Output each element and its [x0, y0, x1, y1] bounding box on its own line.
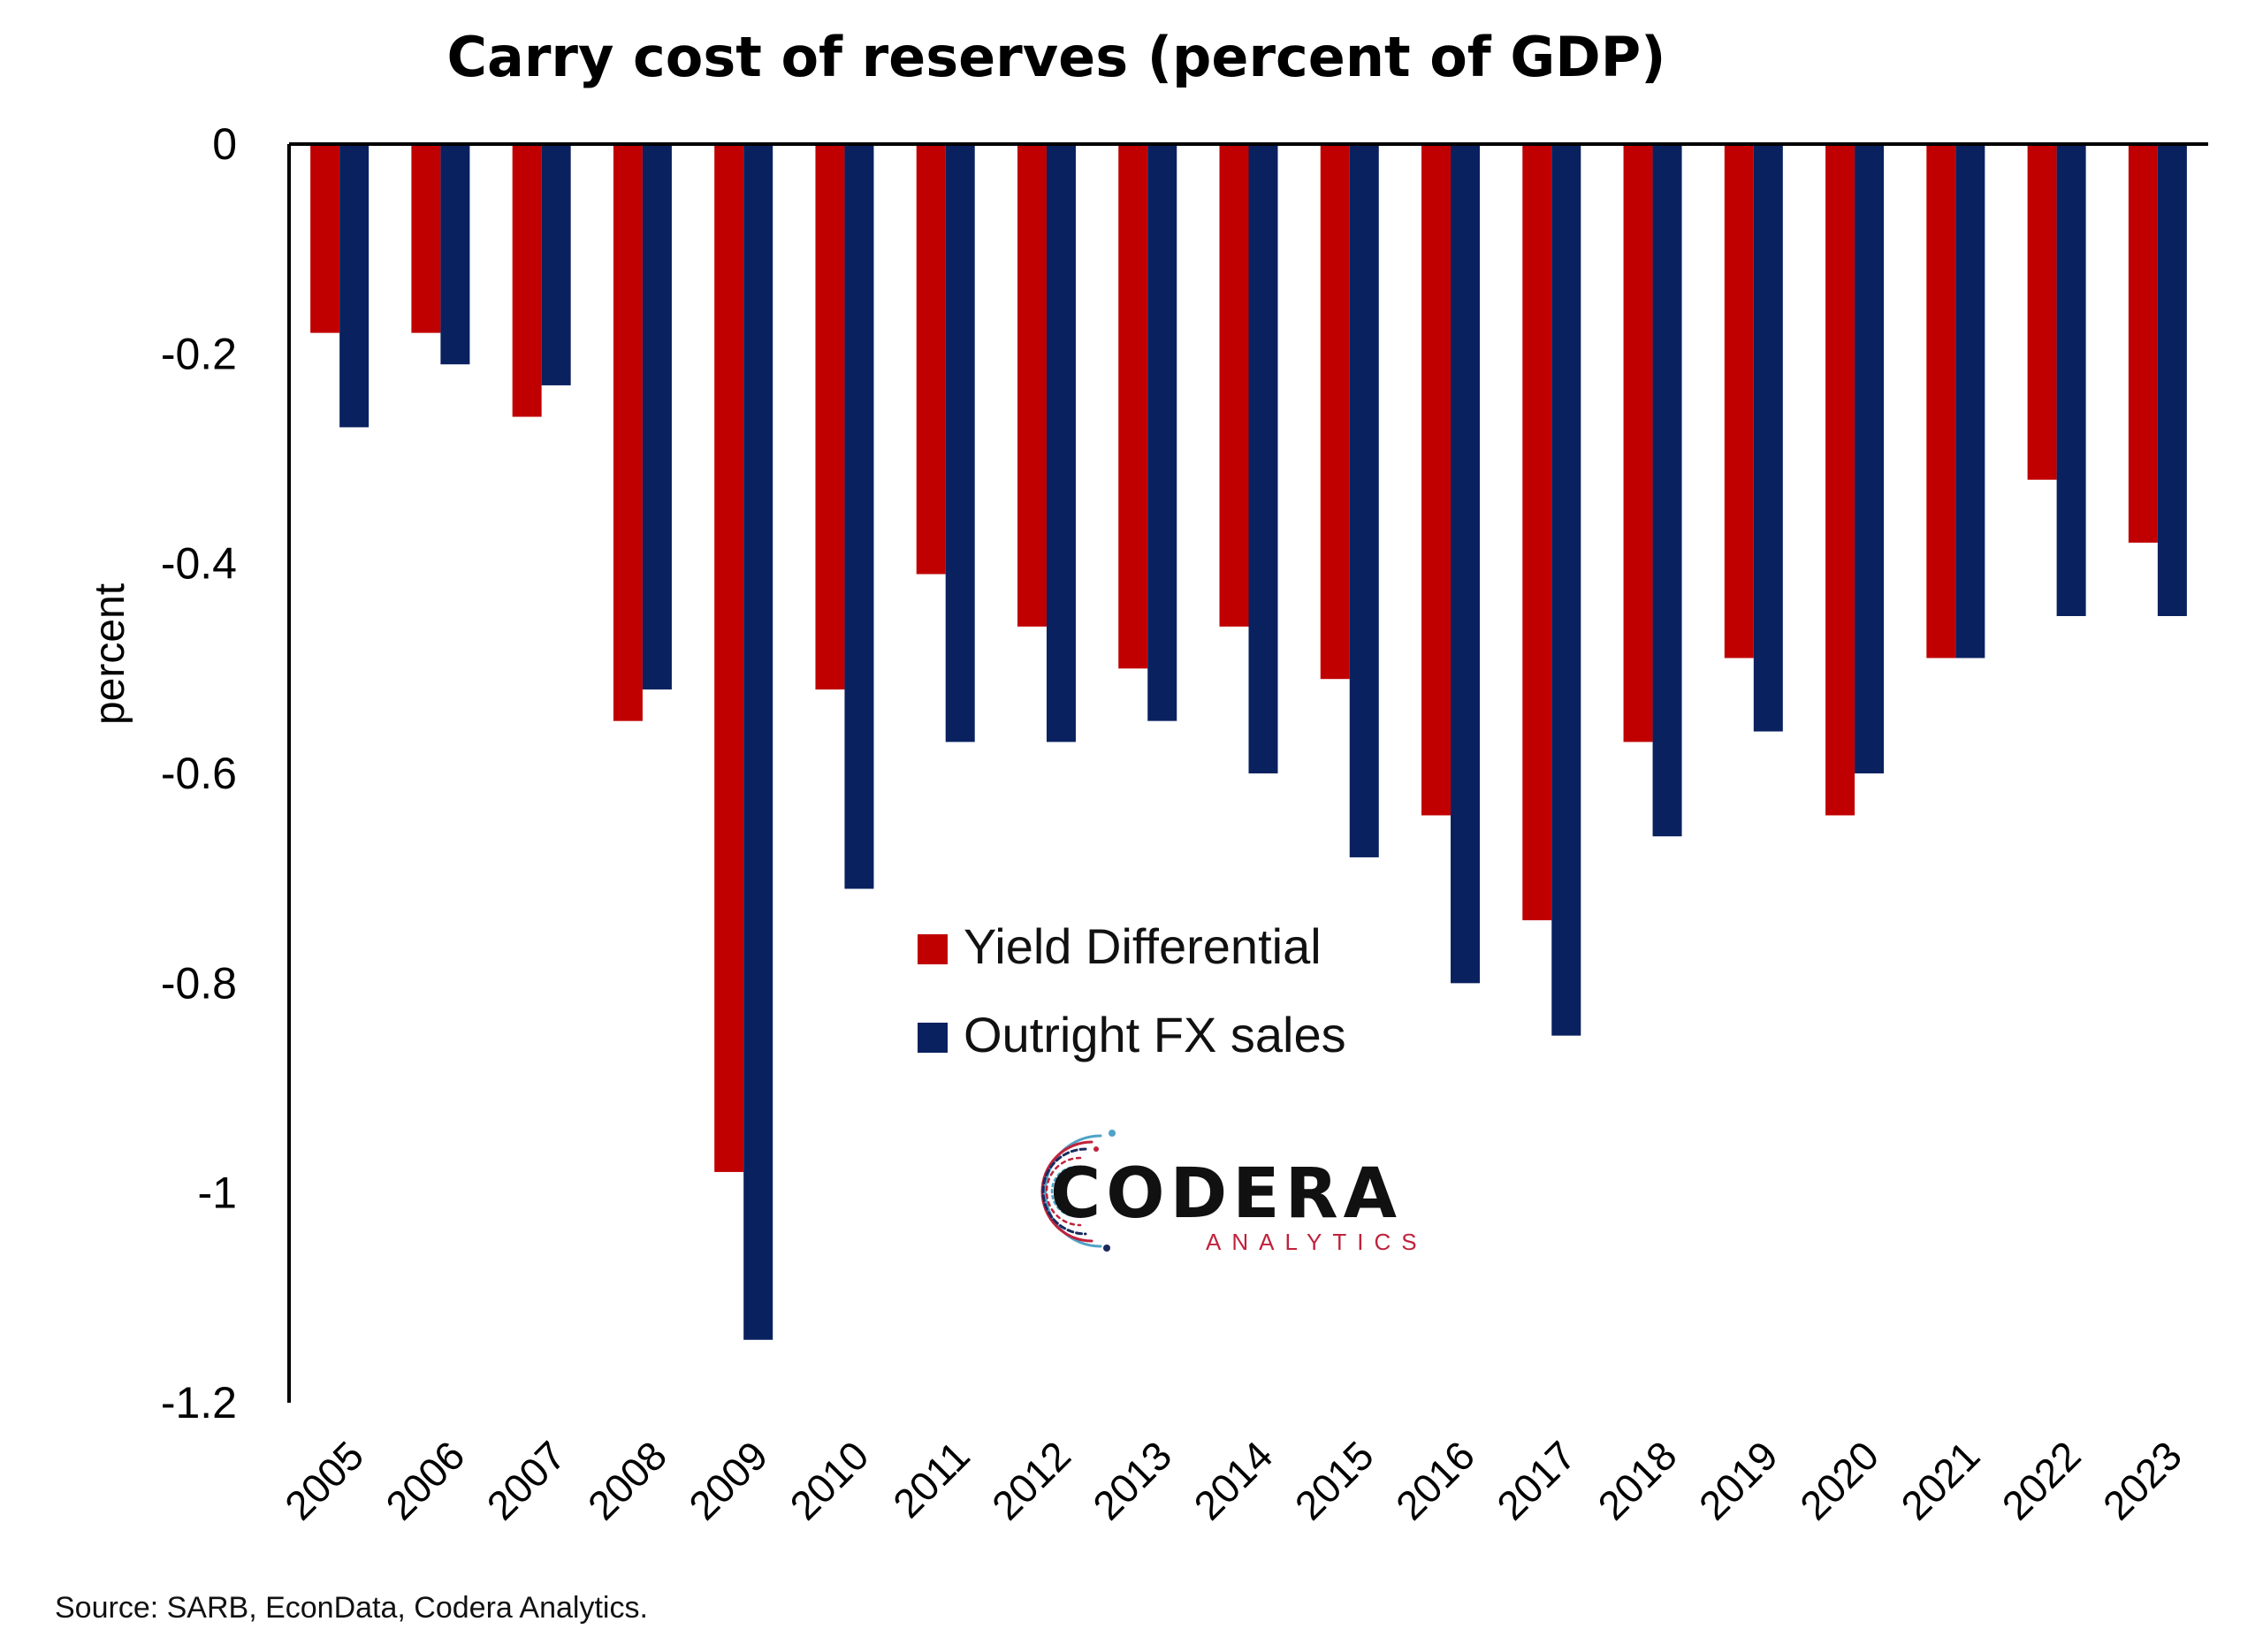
x-tick-label: 2014	[1185, 1432, 1281, 1528]
x-tick-label: 2015	[1286, 1432, 1383, 1528]
x-tick-label: 2021	[1892, 1432, 1988, 1528]
bar-yield-differential-2021	[1926, 144, 1956, 659]
bar-outright-fx-sales-2011	[945, 144, 975, 742]
y-tick-label: -0.2	[161, 329, 237, 378]
x-tick-label: 2013	[1084, 1432, 1180, 1528]
bar-outright-fx-sales-2005	[339, 144, 370, 428]
bar-yield-differential-2014	[1219, 144, 1249, 627]
source-note: Source: SARB, EconData, Codera Analytics…	[55, 1591, 648, 1625]
bar-yield-differential-2019	[1724, 144, 1754, 659]
bar-outright-fx-sales-2016	[1451, 144, 1481, 984]
bar-yield-differential-2009	[714, 144, 744, 1172]
x-tick-label: 2012	[983, 1432, 1079, 1528]
bar-outright-fx-sales-2021	[1955, 144, 1985, 659]
bar-yield-differential-2017	[1522, 144, 1552, 921]
x-tick-label: 2005	[276, 1432, 372, 1528]
bar-yield-differential-2018	[1623, 144, 1653, 742]
legend-label-outright-fx-sales: Outright FX sales	[964, 1007, 1346, 1062]
x-tick-label: 2006	[377, 1432, 473, 1528]
bar-outright-fx-sales-2022	[2056, 144, 2086, 616]
bar-outright-fx-sales-2009	[743, 144, 773, 1340]
logo-wordmark: CODERA	[1050, 1154, 1402, 1234]
y-ticks: 0 -0.2 -0.4 -0.6 -0.8 -1 -1.2	[161, 119, 237, 1427]
x-tick-label: 2017	[1488, 1432, 1584, 1528]
bar-outright-fx-sales-2015	[1349, 144, 1379, 857]
bar-yield-differential-2022	[2027, 144, 2057, 480]
bar-outright-fx-sales-2019	[1753, 144, 1783, 732]
x-ticks: 2005 2006 2007 2008 2009 2010 2011 2012 2013 2014…	[276, 1432, 2191, 1528]
bar-yield-differential-2012	[1017, 144, 1047, 627]
bar-outright-fx-sales-2018	[1652, 144, 1682, 837]
bar-yield-differential-2011	[916, 144, 946, 575]
y-axis-label: percent	[87, 583, 133, 725]
bar-outright-fx-sales-2014	[1248, 144, 1278, 773]
logo-swirl-icon	[1040, 1130, 1116, 1252]
bar-outright-fx-sales-2017	[1551, 144, 1581, 1036]
bar-outright-fx-sales-2007	[541, 144, 571, 385]
y-tick-label: -0.6	[161, 749, 237, 798]
y-tick-label: -1.2	[161, 1378, 237, 1427]
bar-outright-fx-sales-2012	[1046, 144, 1076, 742]
legend-swatch-yield-differential	[918, 934, 948, 964]
x-tick-label: 2020	[1791, 1432, 1887, 1528]
legend: Yield Differential Outright FX sales	[918, 918, 1346, 1062]
x-tick-label: 2011	[884, 1432, 979, 1526]
bar-yield-differential-2005	[310, 144, 340, 333]
x-tick-label: 2018	[1589, 1432, 1685, 1528]
x-tick-label: 2007	[478, 1432, 575, 1528]
codera-logo: CODERA ANALYTICS	[1040, 1130, 1428, 1255]
x-tick-label: 2019	[1690, 1432, 1787, 1528]
bar-outright-fx-sales-2006	[440, 144, 470, 365]
bar-yield-differential-2016	[1421, 144, 1452, 816]
chart-title: Carry cost of reserves (percent of GDP)	[446, 25, 1665, 89]
y-tick-label: 0	[212, 119, 237, 169]
bar-yield-differential-2023	[2128, 144, 2158, 543]
x-tick-label: 2010	[781, 1432, 877, 1528]
bar-outright-fx-sales-2010	[844, 144, 874, 889]
bar-outright-fx-sales-2020	[1855, 144, 1885, 773]
bars	[310, 144, 2187, 1340]
x-tick-label: 2022	[1993, 1432, 2090, 1528]
x-tick-label: 2016	[1387, 1432, 1483, 1528]
x-tick-label: 2008	[579, 1432, 675, 1528]
bar-yield-differential-2007	[512, 144, 542, 417]
bar-yield-differential-2010	[815, 144, 845, 690]
logo-tagline: ANALYTICS	[1206, 1229, 1428, 1255]
x-tick-label: 2023	[2094, 1432, 2191, 1528]
bar-outright-fx-sales-2013	[1147, 144, 1177, 721]
legend-label-yield-differential: Yield Differential	[964, 918, 1322, 974]
bar-yield-differential-2006	[411, 144, 441, 333]
y-tick-label: -1	[198, 1169, 237, 1218]
bar-outright-fx-sales-2023	[2157, 144, 2187, 616]
bar-outright-fx-sales-2008	[642, 144, 672, 690]
y-tick-label: -0.8	[161, 958, 237, 1008]
bar-yield-differential-2008	[613, 144, 643, 721]
bar-yield-differential-2020	[1825, 144, 1855, 816]
y-tick-label: -0.4	[161, 539, 237, 589]
legend-swatch-outright-fx-sales	[918, 1023, 948, 1053]
bar-yield-differential-2013	[1118, 144, 1148, 669]
x-tick-label: 2009	[680, 1432, 776, 1528]
bar-yield-differential-2015	[1320, 144, 1350, 680]
